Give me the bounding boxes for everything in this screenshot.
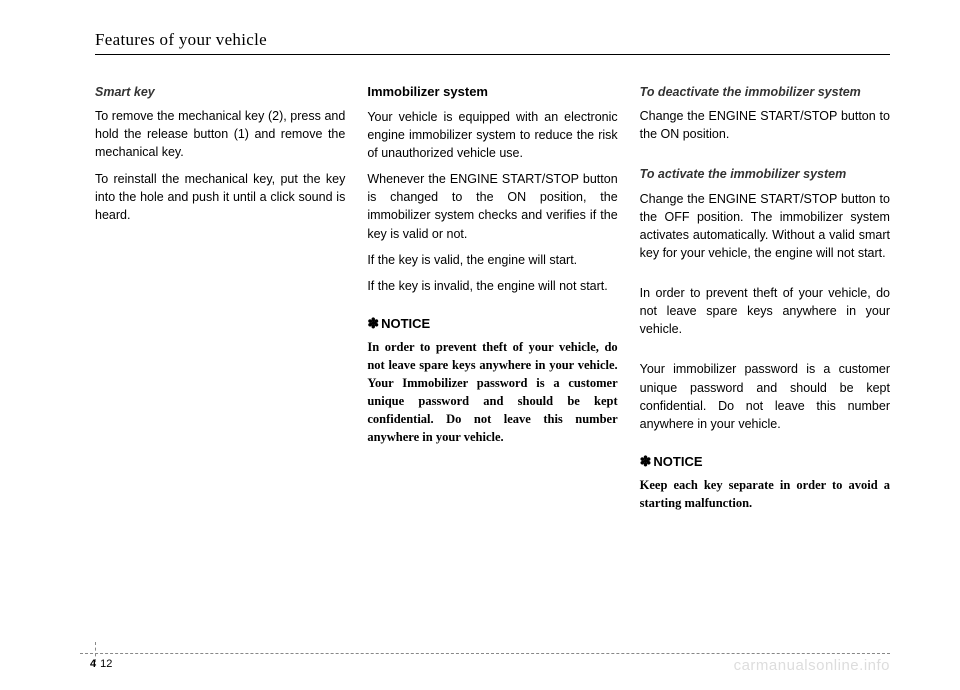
spacer [640,346,890,360]
notice-text: NOTICE [653,454,702,469]
page-num: 12 [100,658,112,670]
notice-label: ✽NOTICE [640,451,890,472]
body-text: To reinstall the mechanical key, put the… [95,170,345,224]
header-title: Features of your vehicle [95,30,890,50]
footer-dashed-line [80,653,890,654]
content-columns: Smart key To remove the mechanical key (… [95,83,890,512]
body-text: Your vehicle is equipped with an electro… [367,108,617,162]
body-text: If the key is valid, the engine will sta… [367,251,617,269]
spacer [640,151,890,165]
notice-star-icon: ✽ [640,453,652,469]
body-text: In order to prevent theft of your vehicl… [640,284,890,338]
page-header: Features of your vehicle [95,30,890,55]
body-text: If the key is invalid, the engine will n… [367,277,617,295]
manual-page: Features of your vehicle Smart key To re… [0,0,960,690]
immobilizer-heading: Immobilizer system [367,83,617,102]
body-text: Your immobilizer password is a customer … [640,360,890,433]
spacer [640,270,890,284]
watermark: carmanualsonline.info [734,657,890,674]
column-3: To deactivate the immobilizer system Cha… [640,83,890,512]
activate-heading: To activate the immobilizer system [640,165,890,183]
notice-label: ✽NOTICE [367,313,617,334]
column-1: Smart key To remove the mechanical key (… [95,83,345,512]
smart-key-heading: Smart key [95,83,345,101]
notice-star-icon: ✽ [367,315,379,331]
notice-text: NOTICE [381,316,430,331]
tick-marks [95,642,97,662]
body-text: Whenever the ENGINE START/STOP button is… [367,170,617,243]
notice-body: Keep each key separate in order to avoid… [640,476,890,512]
body-text: To remove the mechanical key (2), press … [95,107,345,161]
deactivate-heading: To deactivate the immobilizer system [640,83,890,101]
notice-body: In order to prevent theft of your vehicl… [367,338,617,447]
column-2: Immobilizer system Your vehicle is equip… [367,83,617,512]
body-text: Change the ENGINE START/STOP button to t… [640,107,890,143]
body-text: Change the ENGINE START/STOP button to t… [640,190,890,263]
